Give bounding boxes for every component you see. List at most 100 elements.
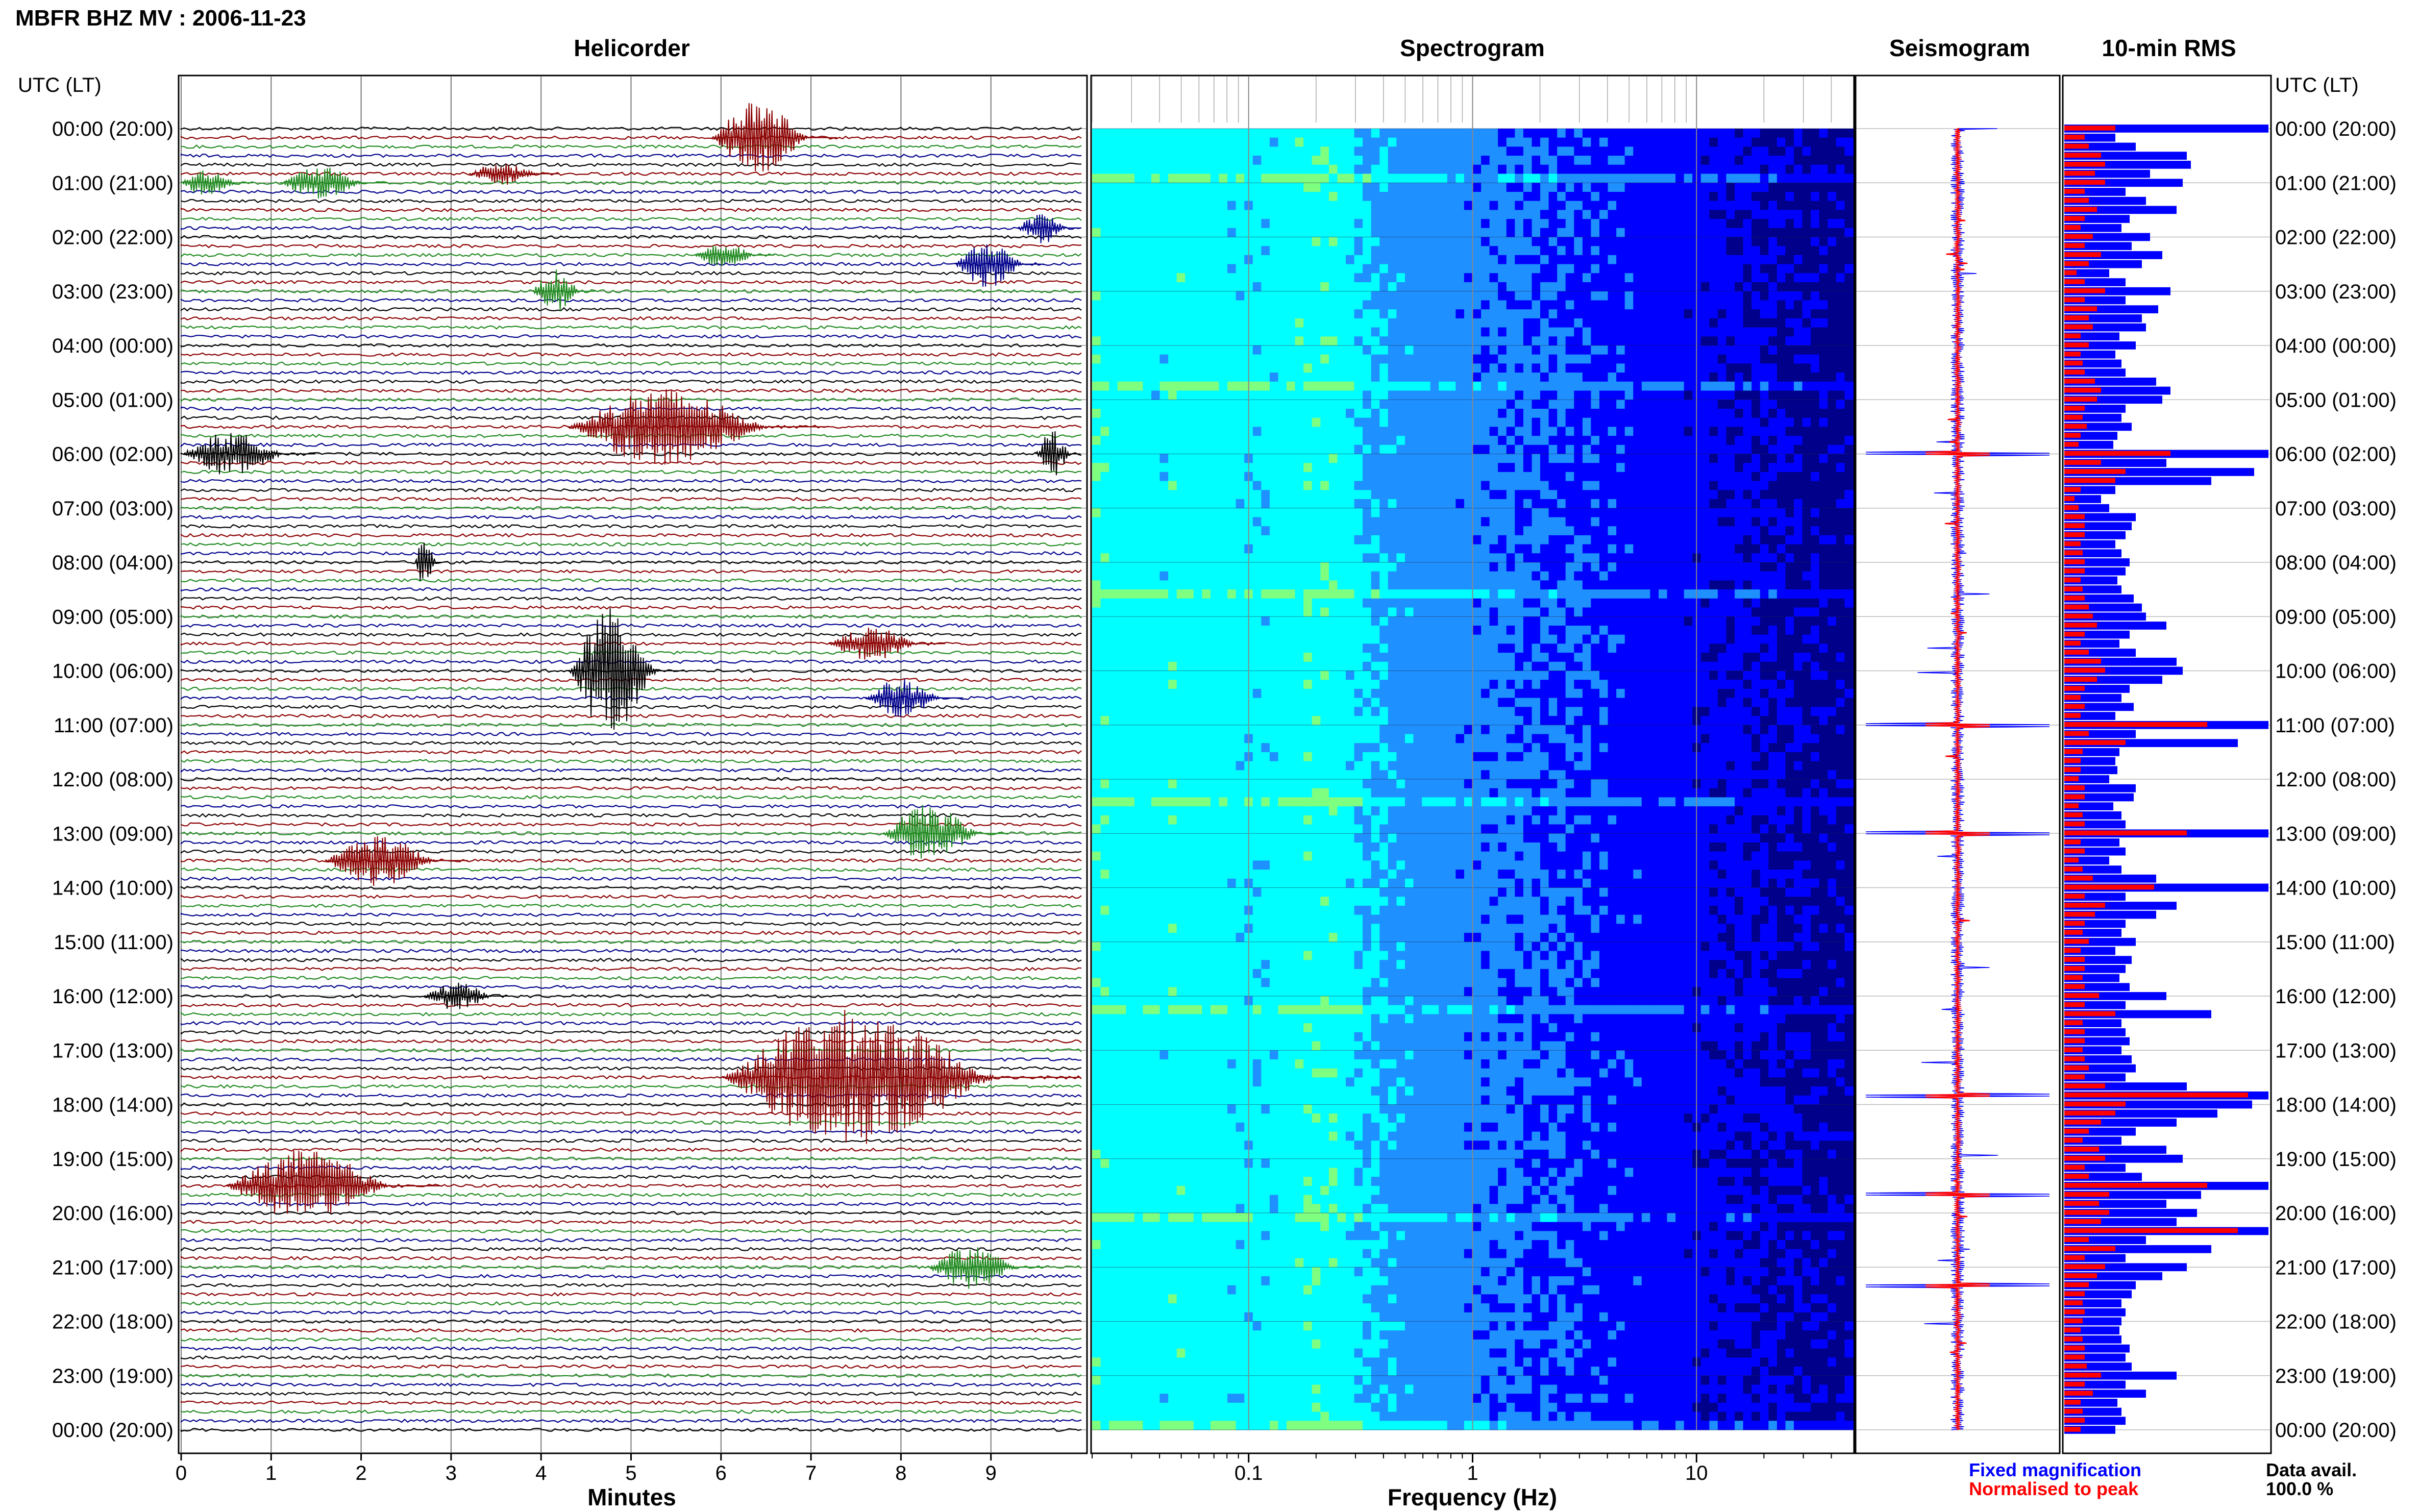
spectrogram-cell (1210, 183, 1220, 192)
spectrogram-cell (1532, 436, 1541, 445)
spectrogram-cell (1794, 580, 1803, 590)
spectrogram-cell (1261, 210, 1270, 219)
spectrogram-cell (1624, 137, 1634, 147)
spectrogram-cell (1515, 589, 1524, 599)
spectrogram-cell (1227, 219, 1237, 229)
spectrogram-cell (1151, 255, 1161, 265)
spectrogram-cell (1430, 589, 1440, 599)
spectrogram-cell (1252, 427, 1262, 436)
spectrogram-cell (1802, 472, 1812, 482)
spectrogram-cell (1405, 192, 1414, 202)
spectrogram-cell (1844, 472, 1854, 482)
spectrogram-cell (1379, 164, 1389, 175)
spectrogram-cell (1641, 156, 1651, 165)
spectrogram-cell (1388, 517, 1397, 527)
spectrogram-cell (1219, 264, 1228, 274)
spectrogram-cell (1709, 472, 1718, 482)
spectrogram-cell (1312, 300, 1321, 310)
spectrogram-cell (1134, 508, 1144, 518)
spectrogram-cell (1667, 472, 1676, 482)
spectrogram-cell (1489, 562, 1499, 572)
spectrogram-cell (1363, 273, 1372, 283)
spectrogram-cell (1236, 526, 1245, 536)
spectrogram-cell (1455, 183, 1465, 192)
spectrogram-cell (1159, 490, 1169, 500)
spectrogram-cell (1700, 562, 1710, 572)
spectrogram-cell (1608, 237, 1617, 246)
spectrogram-cell (1126, 300, 1135, 310)
spectrogram-cell (1743, 309, 1752, 319)
spectrogram-cell (1379, 381, 1389, 391)
spectrogram-cell (1624, 444, 1634, 455)
spectrogram-cell (1633, 544, 1642, 554)
spectrogram-cell (1667, 237, 1676, 246)
spectrogram-cell (1126, 444, 1135, 455)
spectrogram-cell (1328, 201, 1338, 210)
spectrogram-cell (1269, 327, 1279, 337)
spectrogram-cell (1261, 580, 1270, 590)
spectrogram-cell (1624, 535, 1634, 545)
spectrogram-cell (1354, 571, 1364, 581)
spectrogram-cell (1574, 481, 1583, 490)
spectrogram-cell (1794, 571, 1803, 581)
spectrogram-cell (1717, 210, 1727, 219)
spectrogram-cell (1422, 219, 1431, 229)
spectrogram-cell (1363, 535, 1372, 545)
spectrogram-cell (1210, 237, 1220, 246)
spectrogram-cell (1464, 363, 1473, 373)
spectrogram-cell (1498, 192, 1507, 202)
spectrogram-cell (1388, 210, 1397, 219)
spectrogram-cell (1210, 544, 1220, 554)
spectrogram-cell (1312, 409, 1321, 418)
spectrogram-cell (1295, 562, 1304, 572)
spectrogram-cell (1515, 544, 1524, 554)
spectrogram-cell (1261, 417, 1270, 427)
spectrogram-cell (1328, 192, 1338, 202)
helicorder-event (181, 433, 315, 475)
spectrogram-cell (1168, 219, 1177, 229)
spectrogram-cell (1176, 409, 1186, 418)
spectrogram-cell (1489, 210, 1499, 219)
spectrogram-cell (1489, 580, 1499, 590)
spectrogram-cell (1760, 291, 1769, 301)
spectrogram-cell (1836, 535, 1845, 545)
spectrogram-cell (1134, 201, 1144, 210)
spectrogram-cell (1591, 137, 1600, 147)
spectrogram-cell (1371, 535, 1380, 545)
spectrogram-cell (1405, 571, 1414, 581)
spectrogram-cell (1193, 309, 1203, 319)
spectrogram-cell (1287, 499, 1296, 509)
spectrogram-cell (1574, 571, 1583, 581)
spectrogram-cell (1624, 562, 1634, 572)
time-label: 07:00 (03:00) (52, 498, 174, 520)
spectrogram-cell (1252, 409, 1262, 418)
spectrogram-cell (1193, 472, 1203, 482)
spectrogram-cell (1844, 146, 1854, 156)
spectrogram-cell (1176, 137, 1186, 147)
spectrogram-cell (1659, 201, 1668, 210)
spectrogram-cell (1439, 318, 1448, 328)
spectrogram-cell (1117, 562, 1127, 572)
spectrogram-cell (1667, 463, 1676, 473)
spectrogram-cell (1633, 436, 1642, 445)
spectrogram-cell (1811, 481, 1820, 490)
spectrogram-cell (1751, 201, 1761, 210)
spectrogram-cell (1287, 526, 1296, 536)
spectrogram-cell (1379, 544, 1389, 554)
spectrogram-cell (1109, 156, 1118, 165)
spectrogram-cell (1126, 354, 1135, 364)
time-label: 10:00 (06:00) (2275, 660, 2397, 683)
spectrogram-cell (1760, 192, 1769, 202)
spectrogram-cell (1252, 589, 1262, 599)
spectrogram-cell (1616, 373, 1625, 382)
spectrogram-cell (1371, 427, 1380, 436)
spectrogram-cell (1159, 309, 1169, 319)
spectrogram-cell (1092, 553, 1101, 563)
spectrogram-cell (1168, 129, 1177, 138)
spectrogram-cell (1709, 400, 1718, 409)
spectrogram-cell (1532, 336, 1541, 346)
spectrogram-cell (1675, 273, 1685, 283)
spectrogram-cell (1252, 544, 1262, 554)
spectrogram-cell (1802, 183, 1812, 192)
spectrogram-cell (1346, 137, 1355, 147)
